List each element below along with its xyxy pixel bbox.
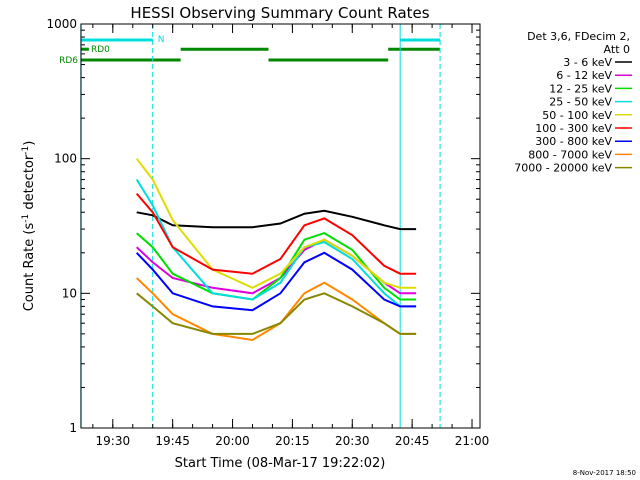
x-tick-label: 20:45 xyxy=(395,434,430,448)
y-tick-label: 1 xyxy=(69,421,77,435)
y-label-mid: detector xyxy=(22,154,37,214)
x-axis: 19:30 19:45 20:00 20:15 20:30 20:45 21:00 xyxy=(92,24,490,448)
series-line xyxy=(135,178,417,308)
legend-entry-label: 100 - 300 keV xyxy=(535,122,612,135)
series-line xyxy=(136,292,417,335)
series-line xyxy=(135,158,417,289)
legend-entry-label: 800 - 7000 keV xyxy=(528,148,612,161)
legend-header-line2: Att 0 xyxy=(604,43,630,56)
x-tick-label: 21:00 xyxy=(455,434,490,448)
y-label-base: Count Rate (s xyxy=(22,223,37,312)
legend-entry-label: 25 - 50 keV xyxy=(549,96,612,109)
y-label-exp1: -1 xyxy=(21,214,31,223)
chart-title: HESSI Observing Summary Count Rates xyxy=(130,4,429,22)
legend-entry-label: 6 - 12 keV xyxy=(556,69,612,82)
series-lines xyxy=(135,158,417,342)
y-axis: 1 10 100 1000 xyxy=(46,17,480,435)
flag-label-rd6: RD6 xyxy=(59,56,78,66)
x-tick-label: 20:15 xyxy=(275,434,310,448)
legend-entry-label: 3 - 6 keV xyxy=(563,56,612,69)
series-line xyxy=(135,192,417,275)
flag-label-n: N xyxy=(158,35,165,45)
legend-entry-label: 7000 - 20000 keV xyxy=(514,162,612,175)
legend-entry-label: 300 - 800 keV xyxy=(535,135,612,148)
y-tick-label: 1000 xyxy=(46,17,77,31)
series-line xyxy=(136,209,417,231)
y-tick-label: 100 xyxy=(54,152,77,166)
flag-label-rd0: RD0 xyxy=(91,45,110,55)
x-tick-label: 20:00 xyxy=(215,434,250,448)
timestamp: 8-Nov-2017 18:50 xyxy=(573,469,636,477)
x-tick-label: 19:30 xyxy=(96,434,131,448)
plot-frame xyxy=(80,23,481,429)
legend-entry-label: 50 - 100 keV xyxy=(542,109,612,122)
y-label-exp2: -1 xyxy=(21,146,31,155)
legend-header-line1: Det 3,6, FDecim 2, xyxy=(527,30,630,43)
legend-entry-label: 12 - 25 keV xyxy=(549,82,612,95)
series-line xyxy=(136,277,417,342)
series-line xyxy=(136,232,417,301)
y-tick-label: 10 xyxy=(62,286,77,300)
y-axis-label: Count Rate (s-1 detector-1) xyxy=(21,141,37,312)
y-label-end: ) xyxy=(22,141,37,146)
series-line xyxy=(135,251,417,312)
x-tick-label: 19:45 xyxy=(155,434,190,448)
flag-bars: N RD0 RD6 xyxy=(59,35,441,66)
x-tick-label: 20:30 xyxy=(335,434,370,448)
x-axis-label: Start Time (08-Mar-17 19:22:02) xyxy=(175,456,386,471)
